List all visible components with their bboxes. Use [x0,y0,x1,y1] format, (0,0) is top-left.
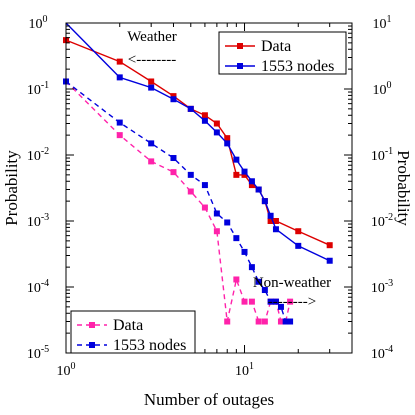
non-weather-1553-nodes-point [241,248,248,255]
weather-legend-label: Data [261,38,291,55]
weather-data-point [248,182,255,189]
weather-1553-nodes-point [187,105,194,112]
non-weather-data-point [224,318,231,325]
weather-1553-nodes-point [241,168,248,175]
y-tick-label-right: 101 [373,14,392,32]
weather-data-point [267,218,274,224]
weather-1553-nodes-point [224,140,231,147]
non-weather-1553-nodes-point [277,303,284,310]
weather-data-point [326,242,333,249]
y-tick-label-left: 10-1 [27,80,49,98]
weather-data-point [201,112,208,119]
weather-arrow: <-------- [128,52,176,68]
non-weather-data-point [148,158,155,165]
weather-legend-swatch-marker [237,63,243,69]
x-tick-label: 100 [57,361,76,379]
weather-1553-nodes-point [170,96,177,103]
annotations: Weather <-------- Non-weather --------> [127,29,331,310]
non-weather-arrow: --------> [268,294,316,310]
weather-1553-nodes-point [148,84,155,91]
weather-1553-nodes-point [116,74,123,81]
weather-1553-nodes-point [272,226,279,233]
non-weather-annotation: Non-weather [253,275,331,291]
non-weather-1553-nodes-point [187,171,194,178]
y-tick-label-left: 10-4 [27,278,49,296]
non-weather-1553-nodes-point [201,182,208,189]
non-weather-legend-swatch-marker [89,322,95,328]
non-weather-1553-nodes-point [282,318,289,325]
plot-frame [65,22,353,354]
legends: Data 1553 nodes Data 1553 nodes [70,31,347,354]
weather-1553-nodes-point [267,212,274,219]
weather-legend-swatch-marker [237,43,243,49]
non-weather-data-point [187,188,194,195]
weather-data-point [241,171,248,178]
non-weather-1553-nodes-point [255,278,262,285]
y-tick-label-right: 10-3 [371,278,393,296]
weather-annotation: Weather [127,29,177,45]
weather-1553-nodes-point [233,156,240,163]
y-tick-label-left: 10-2 [27,146,49,164]
ticks-layer [65,22,353,354]
non-weather-legend-swatch-marker [89,342,95,348]
y-tick-label-left: 100 [29,14,48,32]
y-tick-label-left: 10-3 [27,212,49,230]
weather-1553-nodes-point [295,242,302,249]
weather-data-point [213,120,220,127]
non-weather-1553-nodes-point [261,287,268,294]
x-tick-label: 101 [235,361,254,379]
weather-data-point [272,218,279,224]
non-weather-1553-nodes-point [213,210,220,217]
non-weather-1553-nodes-point [233,235,240,242]
weather-1553-nodes-point [261,198,268,205]
non-weather-data-point [287,298,294,305]
non-weather-data-point [116,132,123,139]
non-weather-1553-nodes-point [272,298,279,305]
weather-legend-label: 1553 nodes [261,58,334,75]
y-axis-title-right: Probability [394,150,413,226]
x-axis-title: Number of outages [144,390,274,409]
y-tick-label-right: 10-4 [371,344,393,362]
y-axis-title-left: Probability [2,150,21,226]
weather-data-point [224,135,231,142]
non-weather-legend-label: 1553 nodes [113,337,186,354]
non-weather-1553-nodes-point [267,298,274,305]
non-weather-1553-nodes-point [170,155,177,162]
non-weather-data-point [255,318,262,325]
non-weather-1553-nodes-point [287,318,294,325]
non-weather-data-point [170,169,177,176]
weather-1553-nodes-point [248,178,255,185]
y-tick-label-right: 10-2 [371,212,393,230]
non-weather-data-line [65,81,291,323]
weather-data-point [295,228,302,235]
weather-1553-nodes-point [255,186,262,193]
weather-1553-nodes-point [213,129,220,136]
labels-layer: 100 101 100 10-1 10-2 10-3 10-4 10-5 101 100 10-1 1… [27,14,393,379]
weather-data-point [170,93,177,100]
non-weather-1553-nodes-point [148,140,155,147]
non-weather-legend-label: Data [113,317,143,334]
non-weather-1553-nodes-point [248,264,255,271]
y-tick-label-left: 10-5 [27,344,49,362]
non-weather-data-point [241,298,248,305]
non-weather-data-point [213,228,220,235]
y-tick-label-right: 100 [373,80,392,98]
weather-data-point [116,58,123,65]
weather-data-point [233,171,240,178]
non-weather-data-point [261,318,268,325]
non-weather-data-point [233,276,240,283]
non-weather-data-point [201,204,208,211]
weather-data-point [148,78,155,85]
non-weather-data-point [277,318,284,325]
non-weather-1553-nodes-point [224,219,231,226]
weather-1553-nodes-point [201,117,208,124]
non-weather-1553-nodes-point [116,119,123,126]
weather-1553-nodes-point [326,257,333,264]
y-tick-label-right: 10-1 [371,146,393,164]
non-weather-data-point [248,298,255,305]
